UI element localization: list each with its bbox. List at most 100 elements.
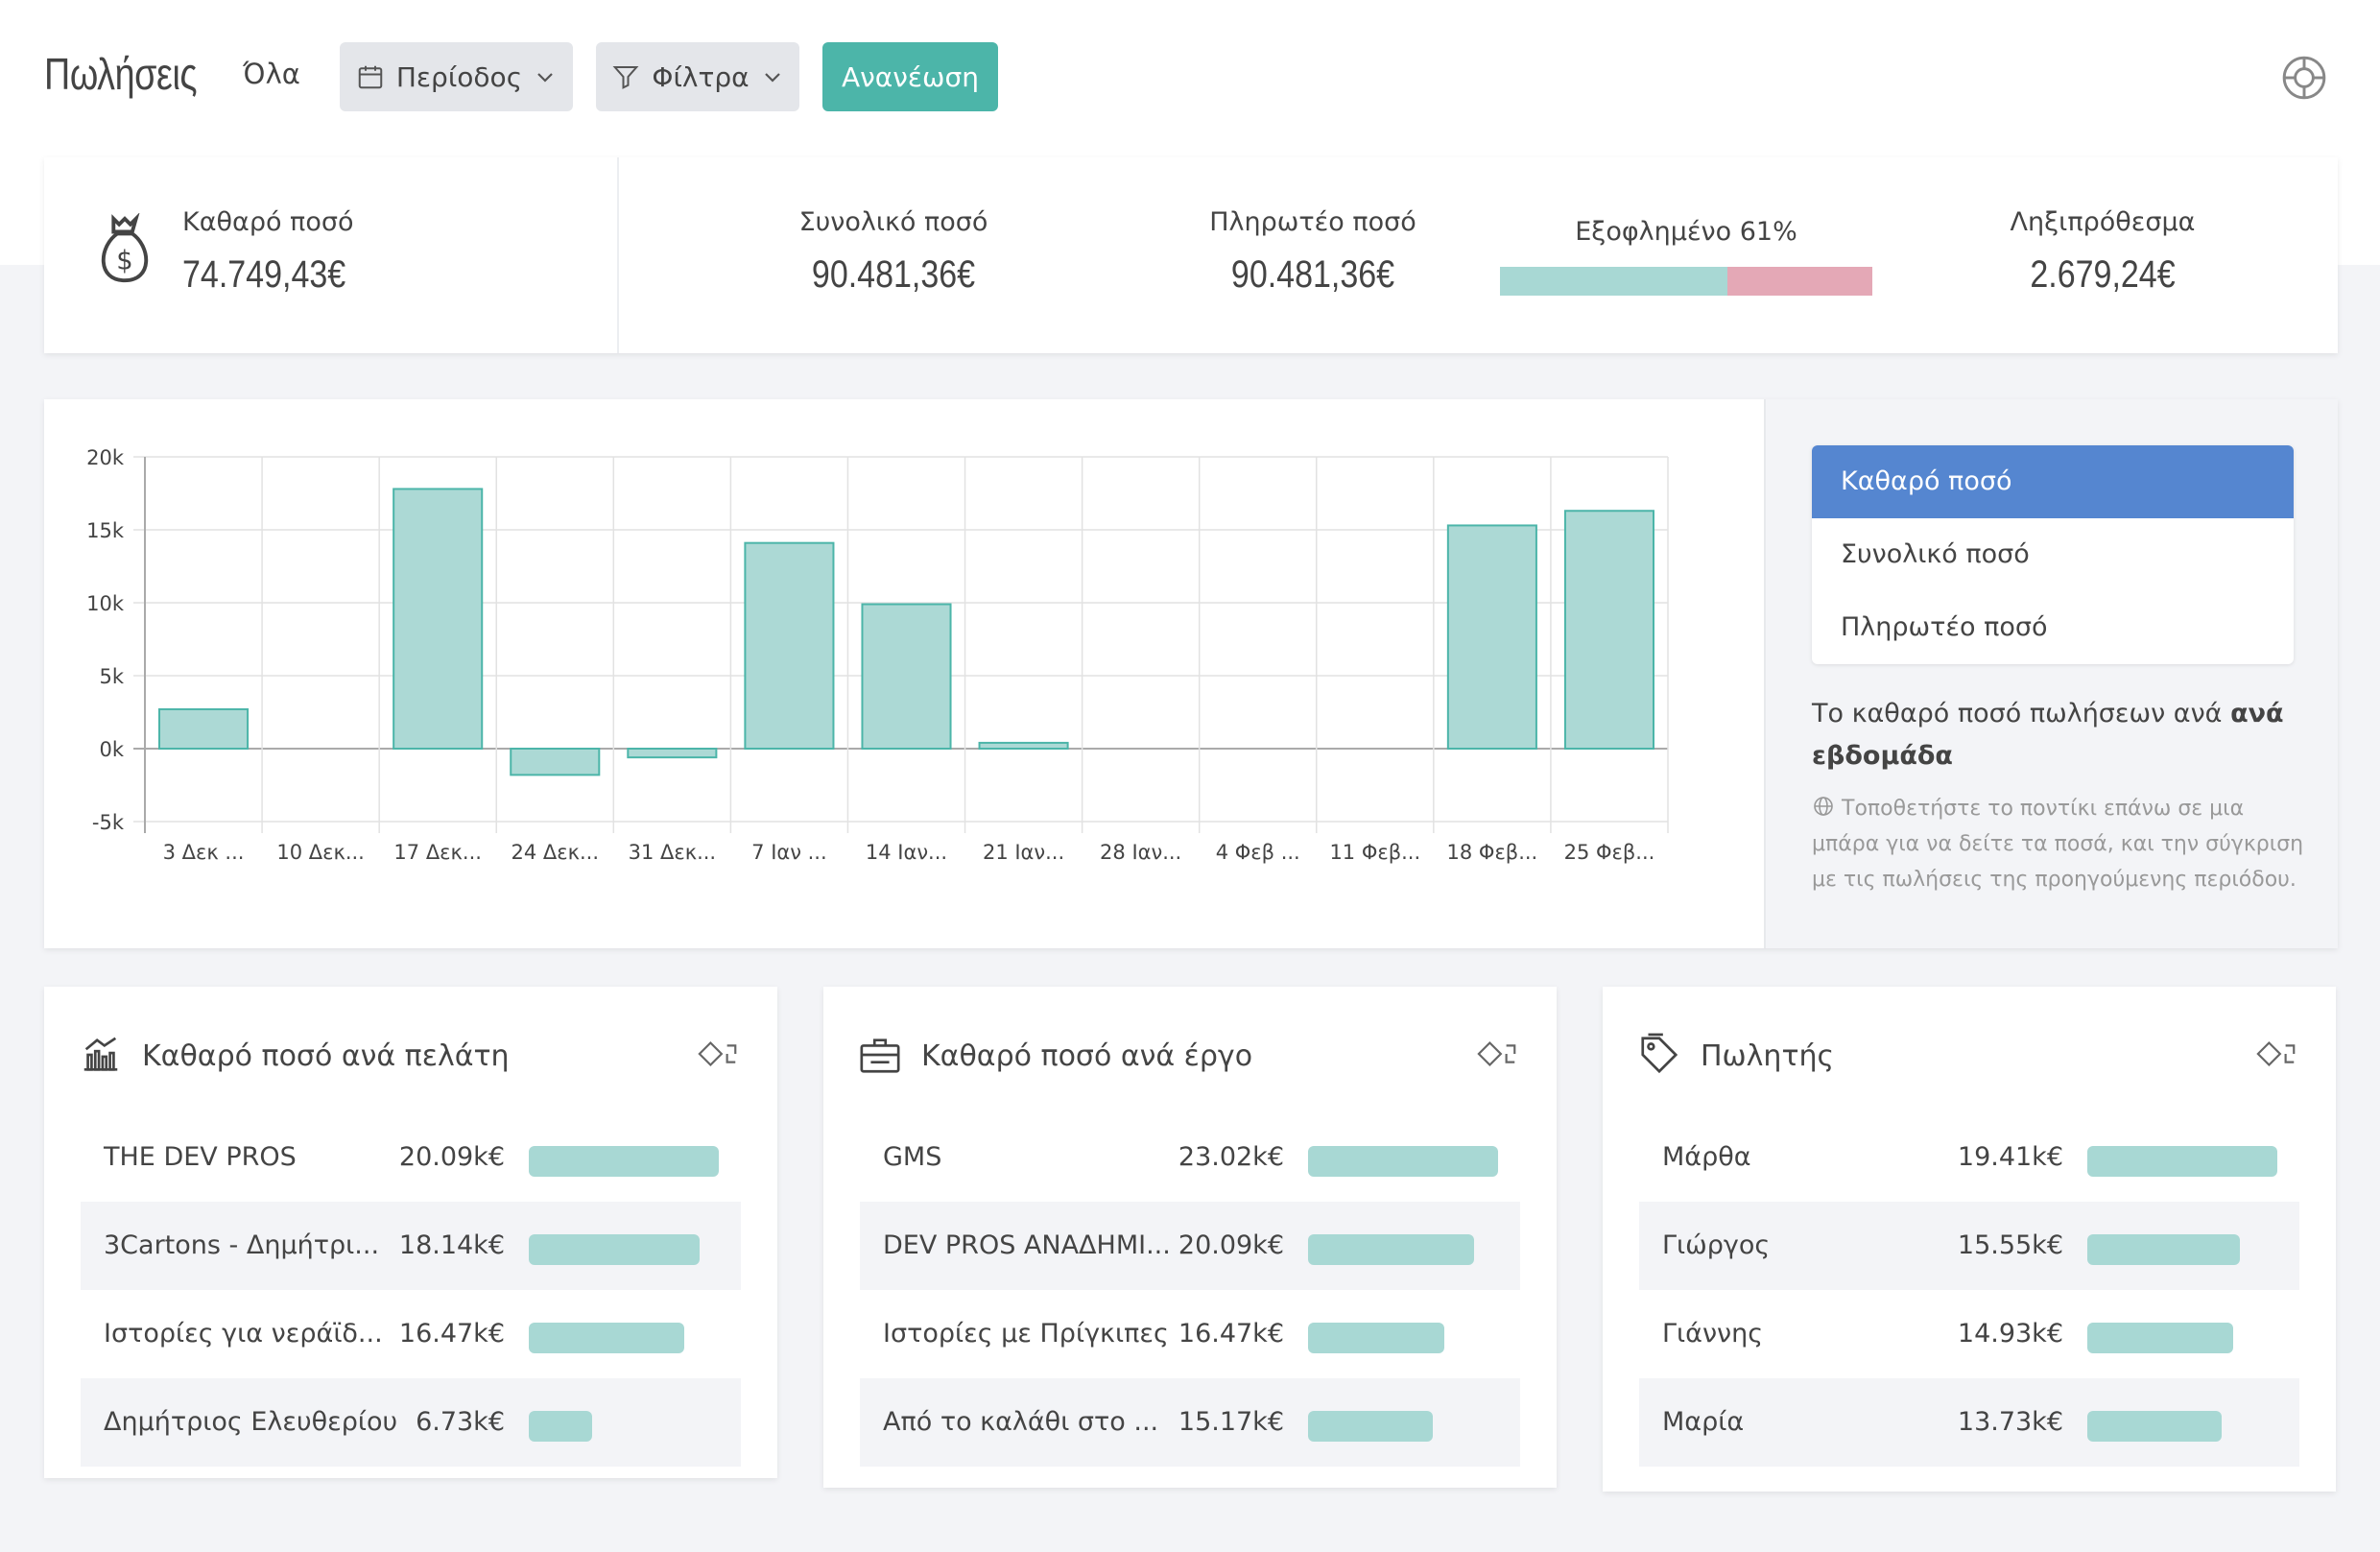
metric-option-net[interactable]: Καθαρό ποσό bbox=[1812, 445, 2294, 518]
funnel-icon bbox=[612, 66, 639, 89]
page-header: Πωλήσεις Όλα Περίοδος Φίλτρα Ανανέωση bbox=[0, 0, 2380, 154]
weekly-net-amount-chart[interactable]: 20k 15k 10k 5k 0k -5k 3 Δεκ ... 10 Δεκ... 17 Δεκ… bbox=[44, 399, 1764, 948]
filters-button[interactable]: Φίλτρα bbox=[596, 42, 799, 111]
chart-bar[interactable] bbox=[1446, 524, 1537, 750]
row-value: 16.47k€ bbox=[1178, 1319, 1284, 1349]
chart-bar[interactable] bbox=[744, 541, 835, 750]
row-value: 18.14k€ bbox=[398, 1230, 505, 1260]
chart-description-prefix: Το καθαρό ποσό πωλήσεων ανά bbox=[1812, 699, 2231, 728]
chart-bar[interactable] bbox=[978, 741, 1069, 751]
row-label: Γιάννης bbox=[1662, 1319, 1764, 1349]
row-bar bbox=[529, 1323, 685, 1353]
panel-title: Καθαρό ποσό ανά έργο bbox=[921, 1039, 1253, 1073]
row-bar bbox=[1308, 1323, 1444, 1353]
chart-description: Το καθαρό ποσό πωλήσεων ανά ανά εβδομάδα bbox=[1812, 693, 2301, 777]
payable-amount-label: Πληρωτέο ποσό bbox=[1209, 207, 1416, 237]
kpi-summary-card: $ Καθαρό ποσό 74.749,43€ Συνολικό ποσό 9… bbox=[44, 157, 2338, 353]
row-bar bbox=[1308, 1411, 1434, 1442]
row-label: Ιστορίες για νεράϊδ... bbox=[104, 1319, 383, 1349]
x-tick-label: 28 Ιαν... bbox=[1100, 841, 1181, 864]
sort-toggle-icon[interactable] bbox=[697, 1037, 741, 1071]
panel-title: Καθαρό ποσό ανά πελάτη bbox=[142, 1039, 510, 1073]
sort-toggle-icon[interactable] bbox=[2255, 1037, 2299, 1071]
chart-bar[interactable] bbox=[393, 488, 484, 750]
row-label: Μάρθα bbox=[1662, 1142, 1751, 1172]
sort-toggle-icon[interactable] bbox=[1476, 1037, 1520, 1071]
chart-bar[interactable] bbox=[158, 707, 250, 750]
metric-option-total[interactable]: Συνολικό ποσό bbox=[1841, 539, 2030, 569]
period-button[interactable]: Περίοδος bbox=[340, 42, 573, 111]
row-label: DEV PROS ΑΝΑΔΗΜΙ... bbox=[883, 1230, 1171, 1260]
period-button-label: Περίοδος bbox=[395, 60, 523, 93]
y-tick-label: 5k bbox=[99, 665, 124, 688]
row-value: 14.93k€ bbox=[1957, 1319, 2063, 1349]
row-label: Δημήτριος Ελευθερίου bbox=[104, 1407, 398, 1437]
x-tick-label: 4 Φεβ ... bbox=[1216, 841, 1300, 864]
row-value: 15.17k€ bbox=[1178, 1407, 1284, 1437]
table-row[interactable]: Ιστορίες με Πρίγκιπες 16.47k€ bbox=[860, 1290, 1520, 1378]
table-row[interactable]: THE DEV PROS 20.09k€ bbox=[81, 1113, 741, 1202]
row-value: 15.55k€ bbox=[1957, 1230, 2063, 1260]
table-row[interactable]: Μάρθα 19.41k€ bbox=[1639, 1113, 2299, 1202]
total-amount-label: Συνολικό ποσό bbox=[798, 207, 988, 237]
y-tick-label: 15k bbox=[86, 519, 125, 542]
table-row[interactable]: 3Cartons - Δημήτρι... 18.14k€ bbox=[81, 1202, 741, 1290]
net-amount-label: Καθαρό ποσό bbox=[182, 207, 354, 237]
table-row[interactable]: GMS 23.02k€ bbox=[860, 1113, 1520, 1202]
row-value: 6.73k€ bbox=[416, 1407, 505, 1437]
table-row[interactable]: Γιώργος 15.55k€ bbox=[1639, 1202, 2299, 1290]
filters-button-label: Φίλτρα bbox=[652, 60, 750, 93]
table-row[interactable]: Ιστορίες για νεράϊδ... 16.47k€ bbox=[81, 1290, 741, 1378]
salesperson-panel: Πωλητής Μάρθα 19.41k€ Γιώργος 15.55k€ Γιάννη… bbox=[1603, 987, 2336, 1492]
globe-icon bbox=[1814, 797, 1833, 816]
row-bar bbox=[529, 1411, 593, 1442]
chart-bar[interactable] bbox=[861, 603, 952, 750]
x-tick-label: 31 Δεκ... bbox=[629, 841, 717, 864]
x-tick-label: 3 Δεκ ... bbox=[163, 841, 245, 864]
net-by-customer-panel: Καθαρό ποσό ανά πελάτη THE DEV PROS 20.09… bbox=[44, 987, 777, 1478]
chevron-down-icon bbox=[537, 73, 553, 83]
x-tick-label: 17 Δεκ... bbox=[393, 841, 482, 864]
y-tick-label: 10k bbox=[86, 592, 125, 615]
table-row[interactable]: Γιάννης 14.93k€ bbox=[1639, 1290, 2299, 1378]
kpi-divider bbox=[617, 157, 619, 353]
row-label: Μαρία bbox=[1662, 1407, 1745, 1437]
chart-description-bold: ανά εβδομάδα bbox=[1812, 699, 2284, 771]
x-tick-label: 25 Φεβ... bbox=[1564, 841, 1655, 864]
chart-side-panel: Καθαρό ποσό Συνολικό ποσό Πληρωτέο ποσό … bbox=[1764, 399, 2338, 948]
lifebuoy-help-icon[interactable] bbox=[2280, 54, 2328, 102]
x-tick-label: 7 Ιαν ... bbox=[751, 841, 827, 864]
y-tick-label: -5k bbox=[92, 811, 125, 834]
chart-bar[interactable] bbox=[510, 748, 601, 776]
row-label: Γιώργος bbox=[1662, 1230, 1771, 1260]
paid-percentage-label: Εξοφλημένο 61% bbox=[1575, 217, 1797, 247]
net-by-project-panel: Καθαρό ποσό ανά έργο GMS 23.02k€ DEV PROS … bbox=[823, 987, 1557, 1488]
table-row[interactable]: Από το καλάθι στο ... 15.17k€ bbox=[860, 1378, 1520, 1467]
calendar-icon bbox=[358, 65, 383, 89]
chart-hint: Τοποθετήστε το ποντίκι επάνω σε μια μπάρ… bbox=[1812, 791, 2311, 897]
table-row[interactable]: Δημήτριος Ελευθερίου 6.73k€ bbox=[81, 1378, 741, 1467]
chart-bar[interactable] bbox=[627, 748, 718, 759]
tag-icon bbox=[1641, 1033, 1678, 1074]
x-tick-label: 18 Φεβ... bbox=[1447, 841, 1538, 864]
unpaid-progress-fill bbox=[1726, 267, 1872, 296]
y-tick-label: 20k bbox=[86, 446, 125, 469]
row-label: 3Cartons - Δημήτρι... bbox=[104, 1230, 380, 1260]
x-tick-label: 10 Δεκ... bbox=[276, 841, 365, 864]
table-row[interactable]: Μαρία 13.73k€ bbox=[1639, 1378, 2299, 1467]
panel-title: Πωλητής bbox=[1701, 1039, 1835, 1073]
scope-selector[interactable]: Όλα bbox=[243, 58, 300, 90]
metric-option-payable[interactable]: Πληρωτέο ποσό bbox=[1841, 612, 2048, 642]
row-label: THE DEV PROS bbox=[104, 1142, 297, 1172]
row-label: Από το καλάθι στο ... bbox=[883, 1407, 1159, 1437]
row-bar bbox=[2087, 1323, 2234, 1353]
paid-progress-fill bbox=[1500, 267, 1727, 296]
row-bar bbox=[2087, 1234, 2240, 1265]
chart-bar[interactable] bbox=[1563, 510, 1655, 750]
table-row[interactable]: DEV PROS ΑΝΑΔΗΜΙ... 20.09k€ bbox=[860, 1202, 1520, 1290]
briefcase-icon bbox=[860, 1039, 900, 1073]
overdue-amount-value: 2.679,24€ bbox=[2030, 253, 2176, 296]
x-tick-label: 21 Ιαν... bbox=[983, 841, 1064, 864]
refresh-button[interactable]: Ανανέωση bbox=[822, 42, 998, 111]
x-tick-label: 14 Ιαν... bbox=[866, 841, 947, 864]
